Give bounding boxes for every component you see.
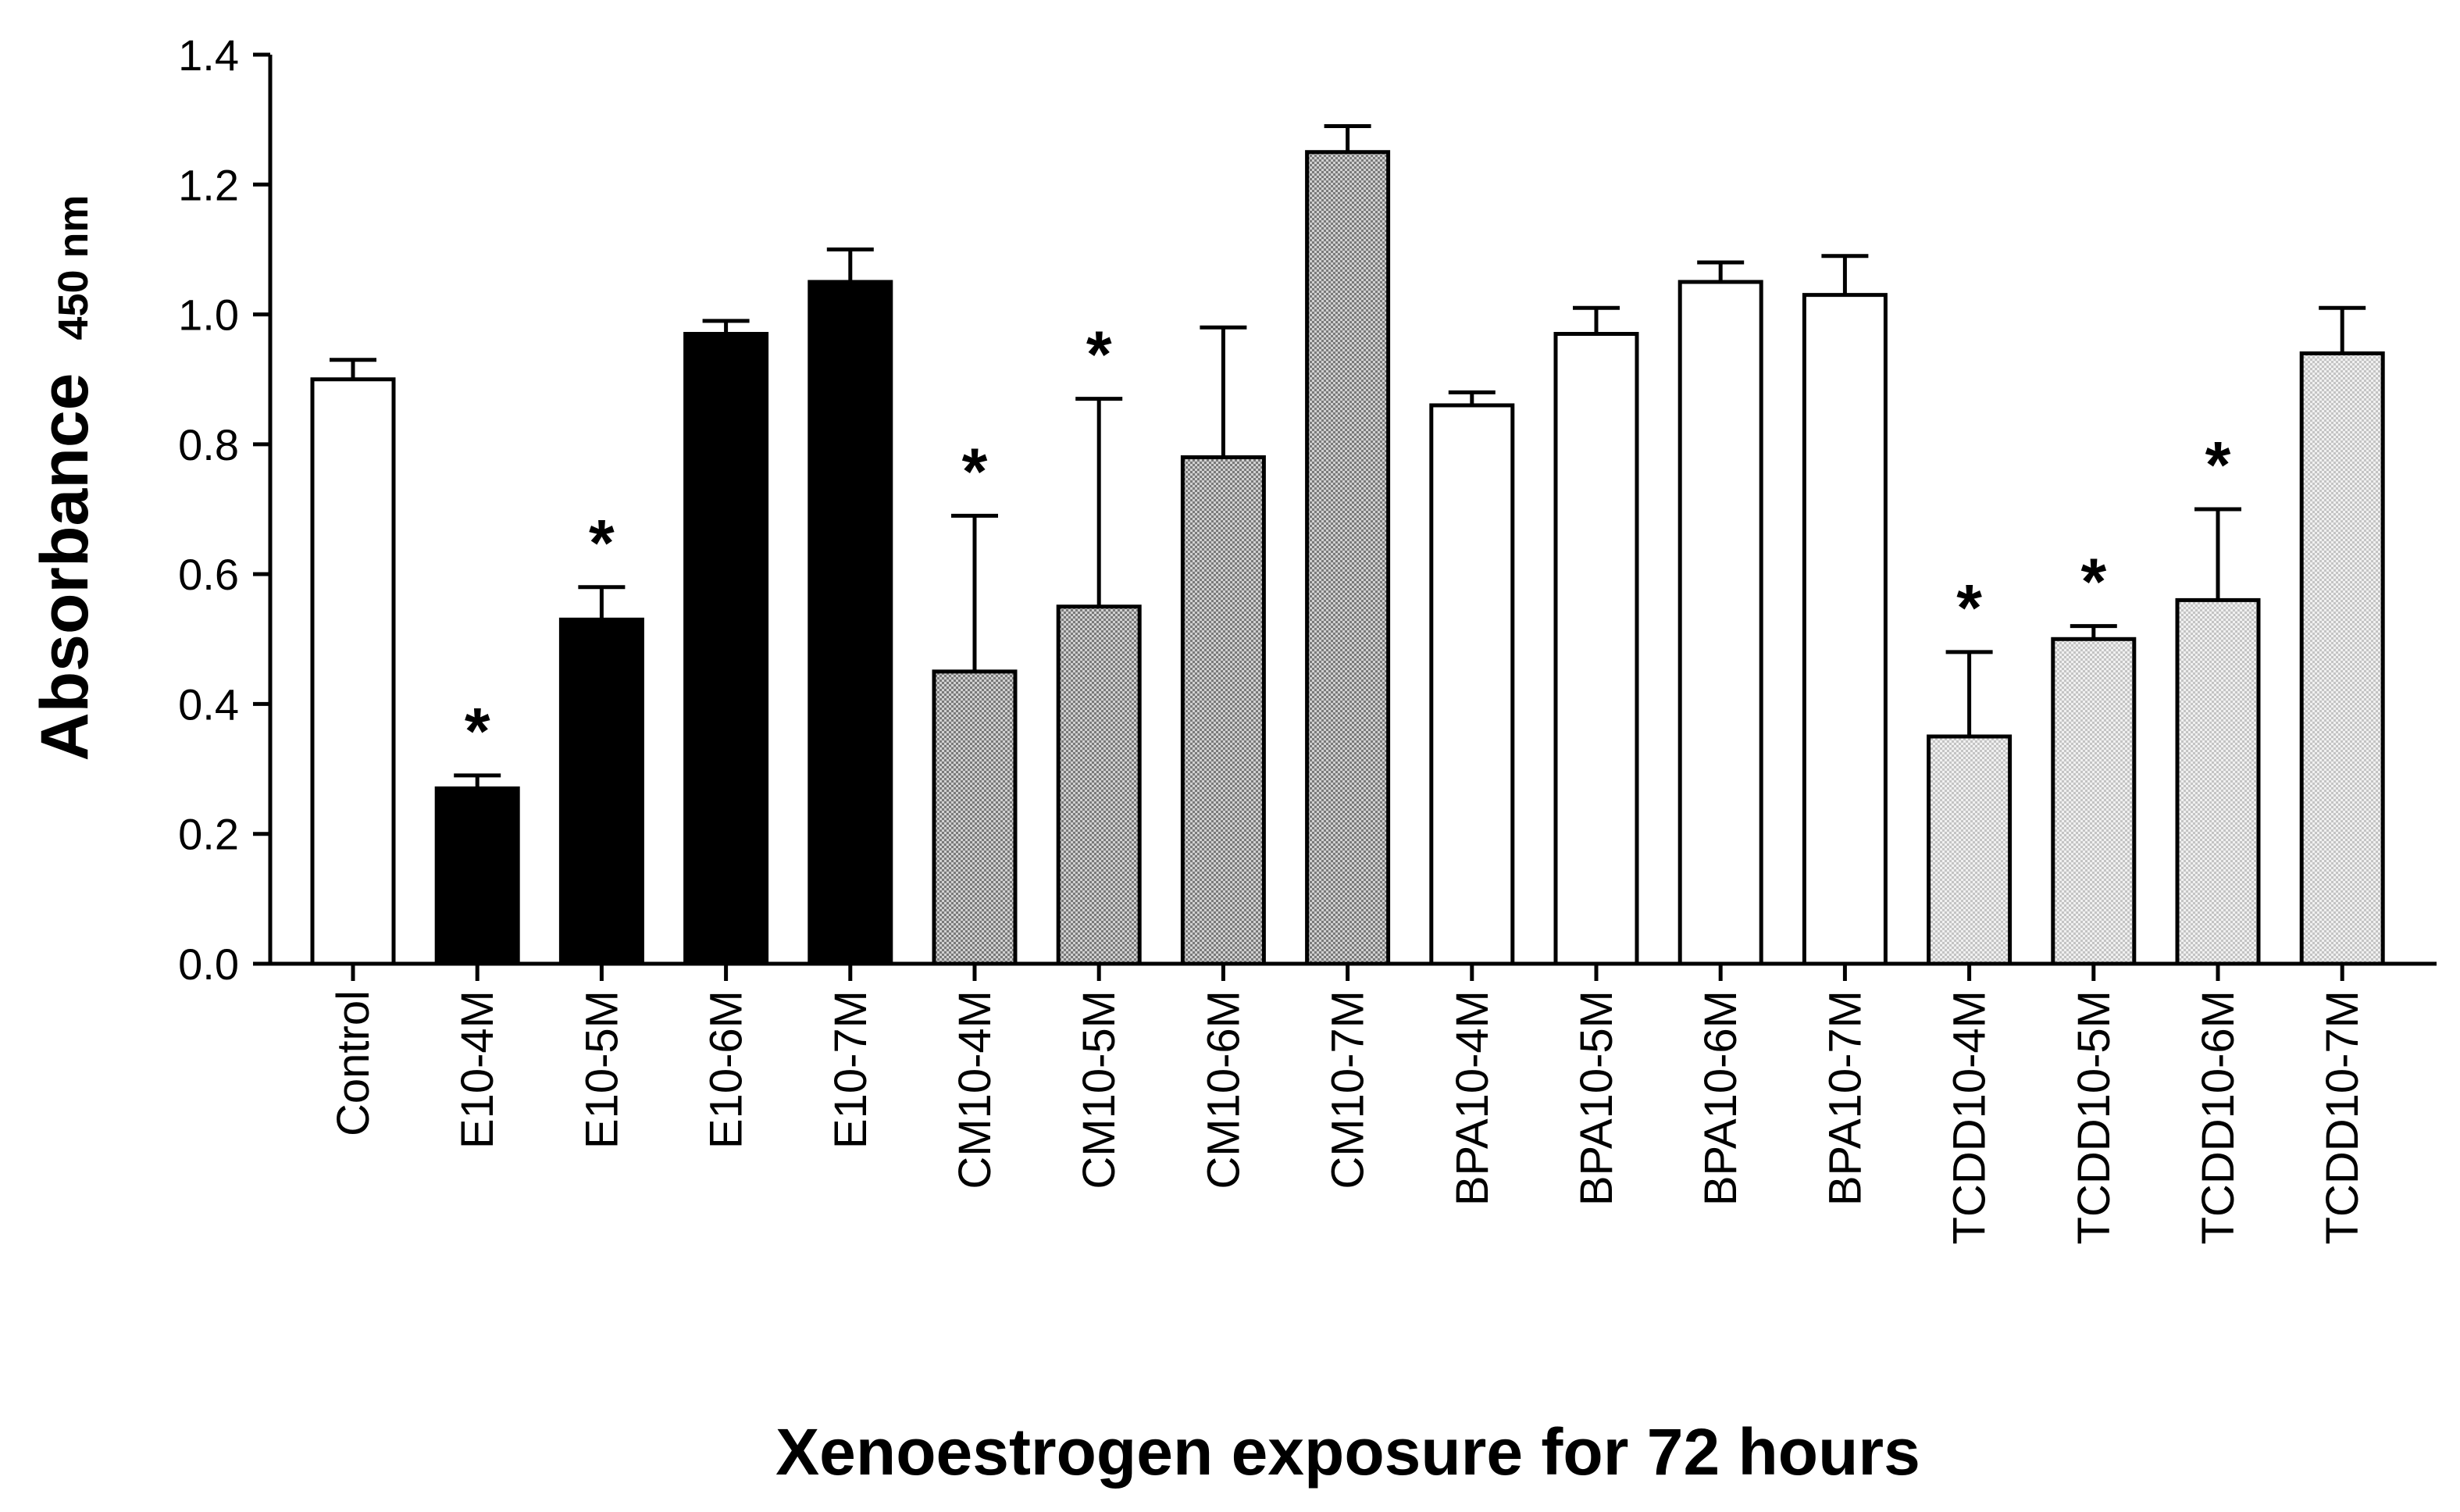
significance-star: * [465,694,490,768]
bar-e10-5m [558,617,644,966]
x-axis-label: Xenoestrogen exposure for 72 hours [775,1415,1920,1489]
x-tick-label: TCDD10-7M [2317,990,2368,1245]
y-tick-label: 0.2 [178,810,239,859]
y-tick-label: 1.4 [178,30,239,80]
x-tick-label: CM10-6M [1198,990,1249,1189]
bar-e10-6m [683,332,769,966]
x-tick-label: TCDD10-4M [1945,990,1995,1245]
x-tick-label: TCDD10-5M [2069,990,2120,1245]
bar-bpa10-4m [1429,403,1515,966]
bar-e10-7m [808,280,893,966]
bar-cm10-4m [932,669,1018,966]
bar-bpa10-6m [1677,280,1763,966]
bar-series [310,150,2385,966]
y-axis: 0.0 0.2 0.4 0.6 0.8 1.0 1.2 1.4 [178,30,273,989]
x-tick-label: CM10-7M [1323,990,1374,1189]
significance-star: * [1086,318,1112,391]
x-tick-label: BPA10-5M [1571,990,1622,1206]
bar-tcdd10-5m [2051,637,2137,966]
x-tick-label: E10-4M [452,990,503,1149]
significance-markers: * * * * * * * [465,318,2231,768]
bar-tcdd10-4m [1927,734,2013,966]
x-tick-label: E10-7M [825,990,876,1149]
bar-tcdd10-6m [2175,597,2261,966]
bar-tcdd10-7m [2299,351,2385,966]
bar-bpa10-7m [1802,293,1888,966]
y-tick-label: 1.2 [178,160,239,209]
y-tick-label: 0.6 [178,550,239,599]
significance-star: * [1956,571,1982,644]
y-tick-label: 0.0 [178,940,239,989]
svg-text:Absorbance 450 nm: Absorbance 450 nm [27,194,102,761]
y-axis-label-subscript: 450 nm [50,194,97,340]
significance-star: * [589,506,615,579]
significance-star: * [2205,428,2231,501]
x-tick-label: BPA10-4M [1447,990,1498,1206]
error-bars [330,123,2366,789]
x-tick-label: Control [328,990,379,1136]
bar-bpa10-5m [1553,332,1639,966]
x-tick-label: BPA10-7M [1820,990,1870,1206]
bar-cm10-6m [1180,455,1266,966]
y-axis-label: Absorbance [27,373,102,761]
x-tick-label: E10-6M [701,990,752,1149]
y-tick-label: 1.0 [178,291,239,340]
category-labels: Control E10-4M E10-5M E10-6M E10-7M CM10-4M CM… [328,990,2368,1245]
bar-cm10-7m [1305,150,1391,966]
y-axis-title: Absorbance 450 nm [27,194,102,761]
y-tick-label: 0.4 [178,679,239,729]
x-tick-label: CM10-5M [1074,990,1125,1189]
x-tick-label: TCDD10-6M [2193,990,2244,1245]
x-tick-label: BPA10-6M [1695,990,1746,1206]
bar-e10-4m [434,786,520,966]
significance-star: * [2080,545,2106,619]
y-tick-label: 0.8 [178,420,239,469]
bar-control [310,377,396,966]
x-tick-label: E10-5M [576,990,627,1149]
x-tick-label: CM10-4M [950,990,1000,1189]
bar-cm10-5m [1056,604,1142,966]
significance-star: * [962,434,988,508]
x-axis [270,961,2437,981]
